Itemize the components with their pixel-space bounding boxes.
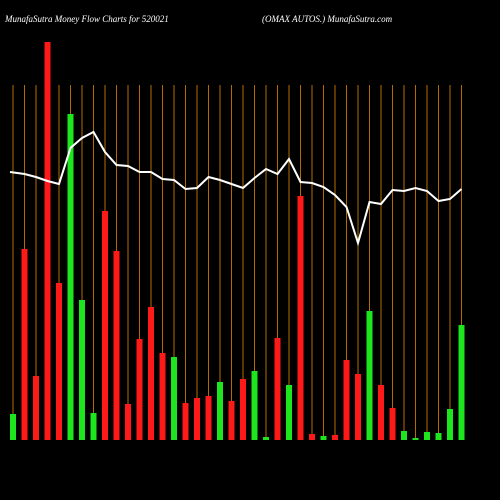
bar	[424, 432, 430, 440]
bar	[33, 376, 39, 440]
bar	[320, 436, 327, 440]
bar	[194, 398, 200, 440]
bar	[355, 374, 361, 440]
bar	[297, 196, 304, 440]
bar	[251, 371, 258, 440]
bar	[458, 325, 465, 440]
bar	[125, 404, 131, 440]
bar	[159, 353, 166, 440]
bar	[389, 408, 396, 440]
bar	[136, 339, 143, 440]
bar	[401, 431, 407, 440]
bar	[21, 249, 28, 440]
bar	[67, 114, 74, 440]
bar	[148, 307, 154, 440]
bar	[182, 403, 189, 440]
bar	[378, 385, 384, 440]
bar	[10, 414, 16, 440]
bar	[79, 300, 85, 440]
bar	[102, 211, 108, 440]
bar	[332, 435, 338, 440]
bar	[366, 311, 373, 440]
chart-subtitle: (OMAX AUTOS.) MunafaSutra.com	[262, 14, 393, 24]
bar	[309, 434, 315, 440]
bar	[205, 396, 212, 440]
bar	[217, 382, 223, 440]
bar	[90, 413, 97, 440]
bar	[435, 433, 442, 440]
bar	[113, 251, 120, 440]
bar	[412, 438, 419, 440]
bar	[240, 379, 246, 440]
bar	[447, 409, 453, 440]
money-flow-line	[9, 130, 463, 247]
bar	[228, 401, 235, 440]
bar	[56, 283, 62, 440]
bar	[286, 385, 292, 440]
bar	[274, 338, 281, 440]
chart-title: MunafaSutra Money Flow Charts for 520021	[4, 14, 169, 24]
bar	[171, 357, 177, 440]
bar	[44, 42, 51, 440]
bar	[263, 437, 269, 440]
bar	[343, 360, 350, 440]
